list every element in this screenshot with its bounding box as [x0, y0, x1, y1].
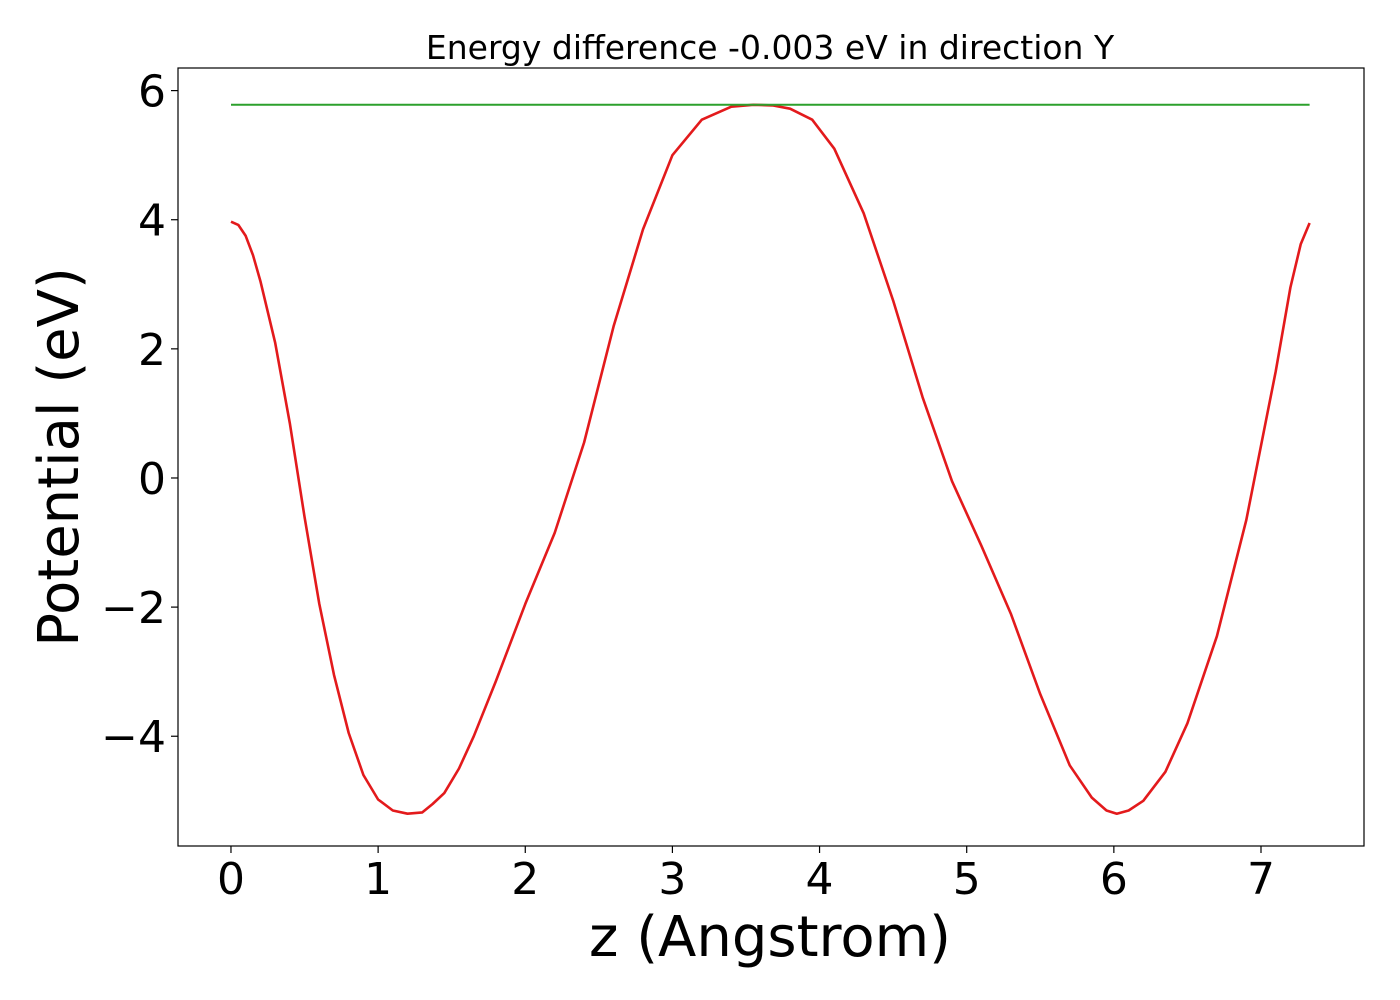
y-tick-label: 2	[138, 325, 166, 376]
x-tick-label: 0	[217, 854, 245, 905]
x-tick-label: 3	[658, 854, 686, 905]
x-tick-label: 2	[511, 854, 539, 905]
x-axis: 0 1 2 3 4 5 6 7	[217, 846, 1275, 905]
series-line-0	[230, 103, 1311, 815]
y-tick-label: 4	[138, 196, 166, 247]
x-tick-label: 5	[953, 854, 981, 905]
chart-title: Energy difference -0.003 eV in direction…	[426, 28, 1115, 67]
plot-frame	[177, 67, 1365, 847]
y-tick-label: 0	[138, 454, 166, 505]
y-tick-label: 6	[138, 67, 166, 118]
x-tick-label: 1	[364, 854, 392, 905]
y-tick-label: −4	[101, 712, 166, 763]
x-tick-label: 6	[1100, 854, 1128, 905]
x-axis-label: z (Angstrom)	[589, 905, 951, 970]
x-tick-label: 7	[1247, 854, 1275, 905]
y-axis-label: Potential (eV)	[27, 267, 92, 647]
x-tick-label: 4	[806, 854, 834, 905]
y-axis: 6 4 2 0 −2 −4	[101, 67, 178, 763]
y-tick-label: −2	[101, 583, 166, 634]
series-layer	[230, 103, 1311, 815]
